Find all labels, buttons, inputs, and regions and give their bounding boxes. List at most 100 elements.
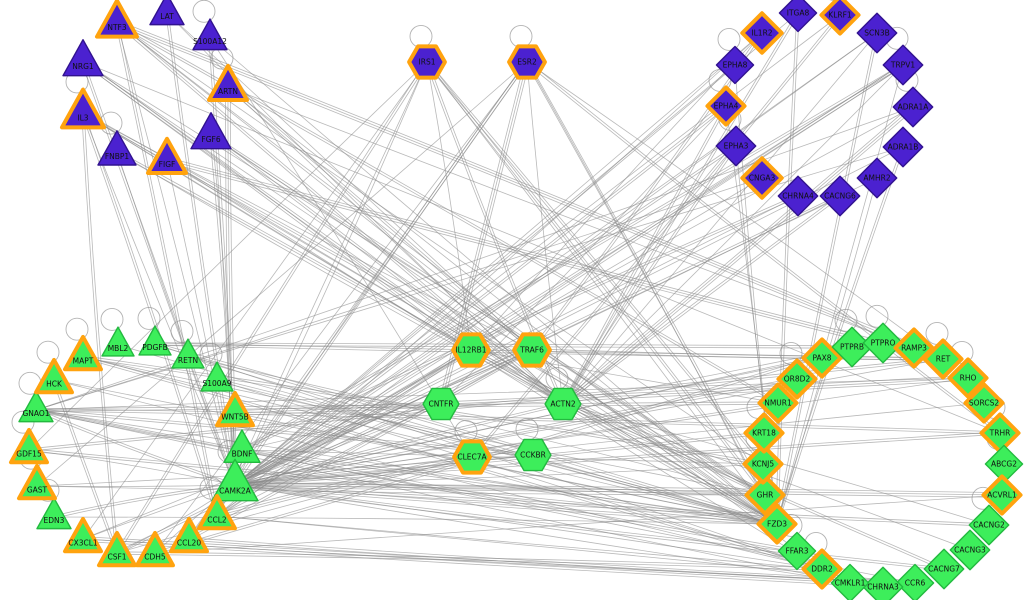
node-ACVRL1[interactable] — [981, 474, 1023, 516]
node-GNAO1[interactable] — [18, 390, 54, 423]
node-CCL20[interactable] — [169, 516, 209, 554]
node-EPHA4[interactable] — [705, 85, 747, 127]
node-ADRA1B[interactable] — [882, 126, 924, 168]
edge-CAMK2A-FZD3 — [235, 483, 778, 524]
node-S100A12[interactable] — [192, 18, 228, 51]
edge-MAPT-DDR2 — [83, 355, 823, 569]
node-CHRNA3[interactable] — [862, 566, 904, 600]
node-TRPV1[interactable] — [882, 44, 924, 86]
edge-CAMK2A-CACNG7 — [234, 485, 944, 571]
node-HCK[interactable] — [34, 357, 74, 395]
node-RAMP3[interactable] — [893, 327, 935, 369]
node-CMKLR1[interactable] — [830, 563, 870, 600]
edge-GNAO1-CMKLR1 — [35, 409, 851, 584]
edge-ACTN2-FZD3 — [563, 402, 778, 524]
node-CDH5[interactable] — [135, 530, 175, 568]
edge-IRS1-CSF1 — [115, 61, 427, 553]
node-CCR6[interactable] — [895, 563, 935, 600]
edge-WNT5B-FZD3 — [234, 412, 778, 525]
node-CACNG7[interactable] — [923, 548, 965, 590]
edge-EPHA3-CAMK2A — [235, 146, 737, 487]
node-CACNG6[interactable] — [819, 175, 861, 217]
node-PDGFB[interactable] — [138, 325, 172, 356]
edge-ADRA1A-GNAO1 — [35, 106, 914, 411]
node-GHR[interactable] — [744, 474, 786, 516]
node-CLEC7A[interactable] — [452, 439, 492, 475]
node-ACTN2[interactable] — [544, 387, 582, 421]
node-CAMK2A[interactable] — [211, 458, 259, 502]
node-NMUR1[interactable] — [757, 382, 799, 424]
edge-NRG1-IL12RB1 — [83, 60, 472, 350]
node-CCL2[interactable] — [197, 493, 237, 531]
node-MAPT[interactable] — [63, 334, 103, 372]
node-CX3CL1[interactable] — [63, 516, 103, 554]
node-FIGF[interactable] — [146, 136, 188, 175]
node-CACNG3[interactable] — [949, 529, 991, 571]
node-RETN[interactable] — [171, 338, 205, 369]
node-MBL2[interactable] — [101, 326, 135, 357]
edge-CACNG6-ACTN2 — [562, 194, 840, 404]
edge-GAST-GHR — [36, 485, 766, 496]
node-OR8D2[interactable] — [776, 358, 818, 400]
node-IRS1[interactable] — [407, 44, 447, 80]
edge-CAMK2A-CHRNA3 — [234, 484, 884, 588]
edge-ADRA1B-FZD3 — [775, 146, 903, 524]
edge-FGF6-FZD3 — [210, 134, 778, 525]
edge-TRAF6-CSF1 — [116, 348, 532, 553]
edge-WNT5B-RHO — [235, 379, 969, 416]
node-RET[interactable] — [922, 338, 964, 380]
node-SCN3B[interactable] — [856, 12, 898, 54]
node-EPHA8[interactable] — [715, 45, 755, 85]
node-IL1R2[interactable] — [740, 11, 784, 55]
node-ARTN[interactable] — [207, 63, 249, 102]
node-SORCS2[interactable] — [963, 382, 1005, 424]
node-AMHR2[interactable] — [856, 157, 898, 199]
node-CSF1[interactable] — [97, 530, 137, 568]
edge-IL3-CSF1 — [81, 113, 117, 554]
node-KCNJ5[interactable] — [742, 443, 784, 485]
edge-ITGA8-FZD3 — [777, 13, 800, 525]
self-loop-edge-IRS1 — [409, 24, 433, 48]
node-GAST[interactable] — [17, 463, 57, 501]
node-CNGA3[interactable] — [740, 156, 784, 200]
edge-IL1R2-IL12RB1 — [470, 32, 763, 351]
node-LAT[interactable] — [149, 0, 185, 26]
node-FFAR3[interactable] — [777, 531, 817, 571]
node-PTPRO[interactable] — [862, 322, 904, 364]
node-NRG1[interactable] — [62, 38, 104, 77]
node-EDN3[interactable] — [36, 497, 72, 530]
node-CCKBR[interactable] — [514, 438, 552, 472]
node-NTF3[interactable] — [95, 0, 139, 39]
node-S100A9[interactable] — [200, 361, 234, 392]
node-IL3[interactable] — [60, 87, 106, 130]
edge-IRS1-GHR — [425, 62, 765, 496]
node-KRT18[interactable] — [743, 412, 785, 454]
node-RHO[interactable] — [947, 357, 989, 399]
node-IL12RB1[interactable] — [451, 332, 491, 368]
node-BDNF[interactable] — [223, 429, 261, 464]
node-CACNG2[interactable] — [968, 504, 1010, 546]
self-loop-edge-PDGFB — [137, 306, 161, 330]
node-GDF15[interactable] — [9, 427, 49, 465]
edge-KLRF1-CLEC7A — [472, 15, 842, 459]
node-FZD3[interactable] — [756, 503, 798, 545]
node-CNTFR[interactable] — [422, 387, 460, 421]
node-PAX8[interactable] — [801, 337, 843, 379]
node-FGF6[interactable] — [190, 111, 232, 150]
edge-SCN3B-ACTN2 — [562, 32, 878, 405]
node-EPHA3[interactable] — [715, 125, 757, 167]
node-ITGA8[interactable] — [778, 0, 818, 33]
node-DDR2[interactable] — [801, 548, 843, 590]
edge-ARTN-CAMK2A — [229, 86, 238, 485]
node-KLRF1[interactable] — [819, 0, 861, 36]
node-WNT5B[interactable] — [215, 390, 255, 428]
node-TRAF6[interactable] — [512, 332, 552, 368]
node-ESR2[interactable] — [507, 44, 547, 80]
edge-NRG1-CAMK2A — [81, 62, 235, 486]
node-CHRNA4[interactable] — [777, 175, 819, 217]
node-ADRA1A[interactable] — [892, 86, 934, 128]
edge-WNT5B-RHO — [234, 377, 969, 414]
node-FNBP1[interactable] — [97, 130, 137, 166]
